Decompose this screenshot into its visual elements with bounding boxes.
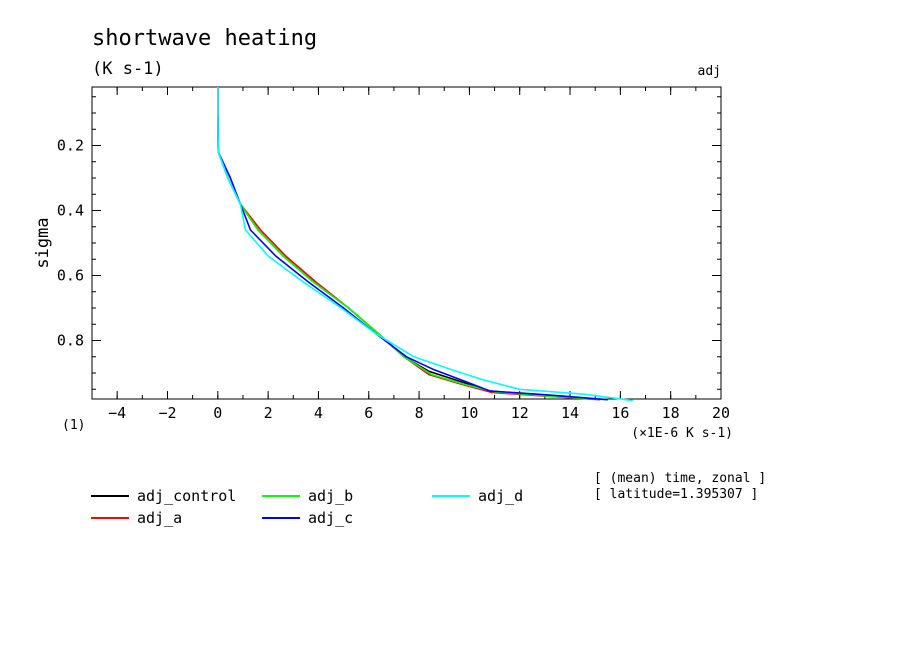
y-tick-label: 0.8 xyxy=(57,332,84,350)
x-tick-label: −2 xyxy=(158,404,176,422)
chart-units: (K s-1) xyxy=(92,59,164,79)
legend-label-adj_a: adj_a xyxy=(137,509,182,527)
x-tick-label: 20 xyxy=(712,404,730,422)
series-line-adj_a xyxy=(217,87,601,401)
x-tick-label: 4 xyxy=(314,404,323,422)
run-label: adj xyxy=(698,64,721,79)
legend: adj_control adj_a adj_b adj_c adj_d xyxy=(91,487,523,527)
x-tick-label: 0 xyxy=(213,404,222,422)
legend-label-adj_control: adj_control xyxy=(137,487,236,505)
x-axis-label: (×1E-6 K s-1) xyxy=(631,426,733,441)
x-tick-label: 14 xyxy=(561,404,579,422)
series-line-adj_d xyxy=(217,87,634,402)
annotation-1: [ (mean) time, zonal ] xyxy=(594,471,766,486)
x-tick-label: 16 xyxy=(611,404,629,422)
x-tick-label: 2 xyxy=(264,404,273,422)
chart-title: shortwave heating xyxy=(92,26,317,51)
legend-label-adj_c: adj_c xyxy=(308,509,353,527)
x-tick-label: 6 xyxy=(364,404,373,422)
series-line-adj_b xyxy=(217,87,608,401)
x-tick-label: −4 xyxy=(108,404,126,422)
x-tick-label: 18 xyxy=(662,404,680,422)
y-tick-label: 0.2 xyxy=(57,137,84,155)
y-tick-label: 0.4 xyxy=(57,202,84,220)
plot-area: −4 −2 0 2 4 6 8 10 12 14 16 18 20 0.2 0.4 0.6 0.8 xyxy=(57,86,730,422)
y-nondim-label: (1) xyxy=(62,418,85,433)
x-tick-label: 12 xyxy=(511,404,529,422)
x-tick-label: 10 xyxy=(460,404,478,422)
y-tick-label: 0.6 xyxy=(57,267,84,285)
annotation-2: [ latitude=1.395307 ] xyxy=(594,487,758,502)
legend-label-adj_b: adj_b xyxy=(308,487,353,505)
x-tick-label: 8 xyxy=(415,404,424,422)
legend-label-adj_d: adj_d xyxy=(478,487,523,505)
y-axis-label: sigma xyxy=(33,217,53,268)
series-line-adj_c xyxy=(217,87,608,401)
